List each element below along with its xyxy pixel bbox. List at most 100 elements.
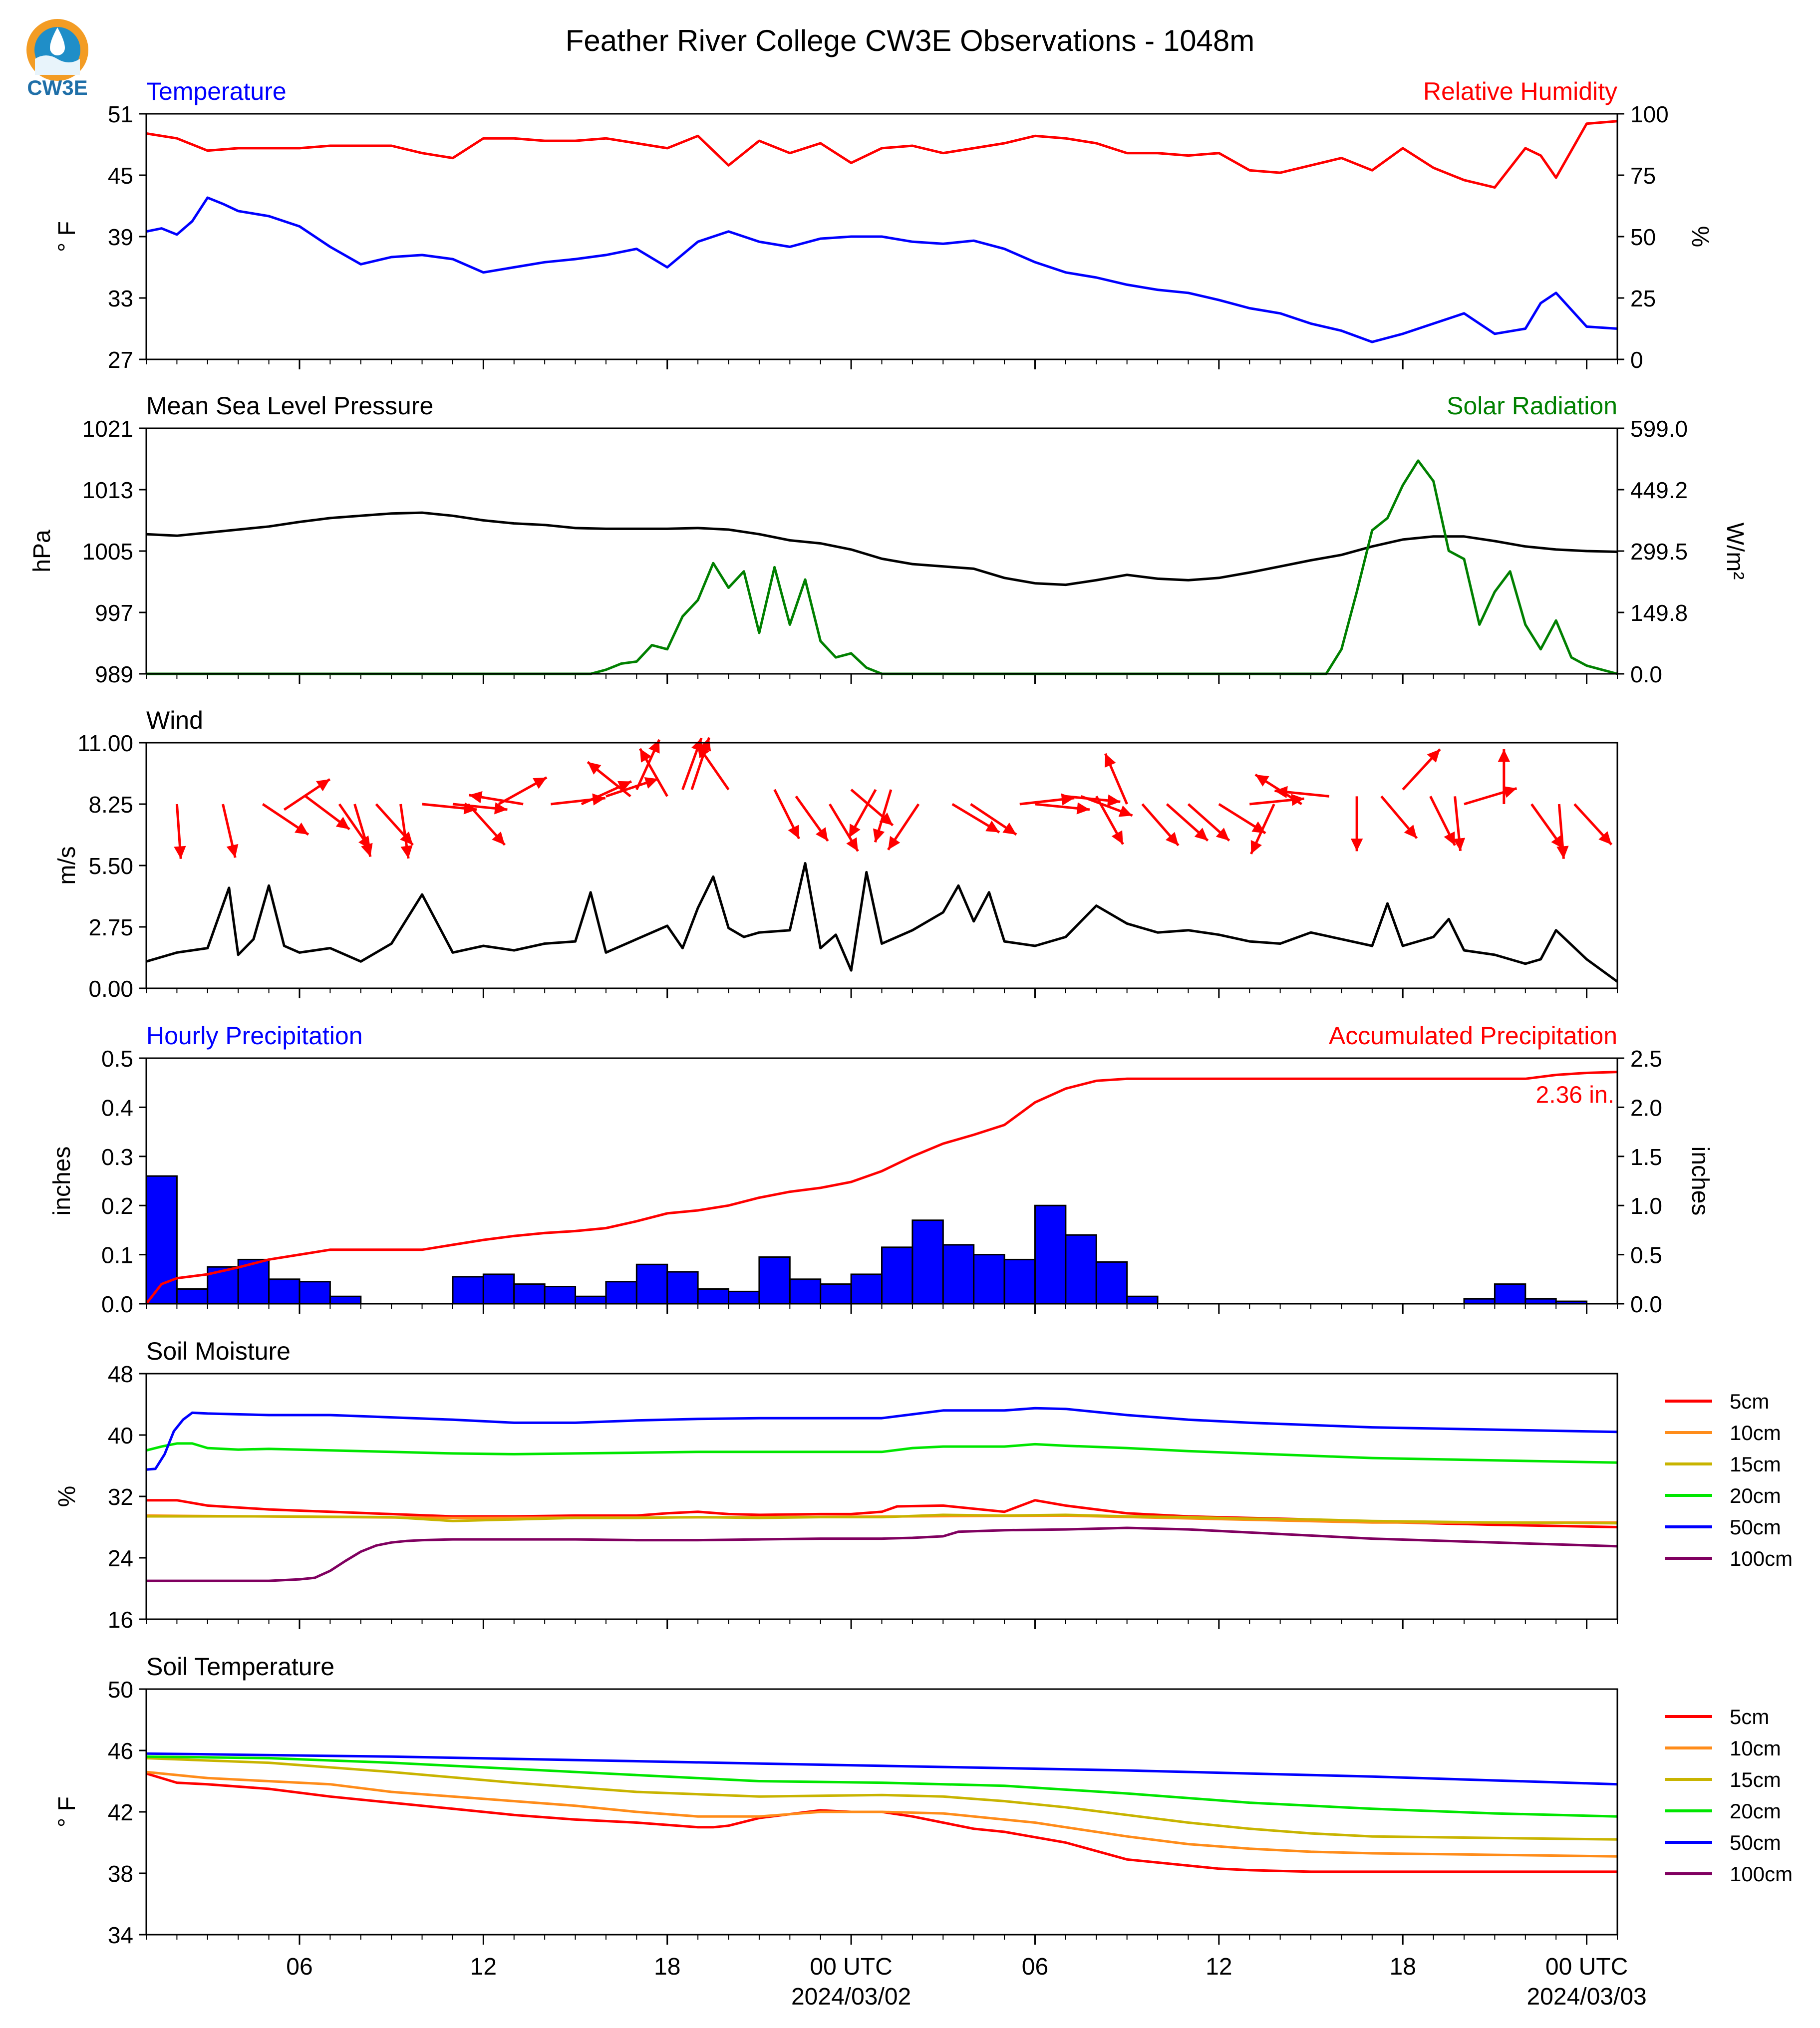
wind-arrow-head [1111, 830, 1123, 845]
legend-label: 50cm [1730, 1831, 1781, 1854]
legend-label: 15cm [1730, 1768, 1781, 1791]
wind-arrow-head [697, 744, 710, 759]
y-tick-label: 48 [108, 1361, 133, 1387]
wind-arrow-head [1076, 802, 1090, 815]
panel-pressure_solar: Mean Sea Level Pressure Solar Radiation 98… [29, 392, 1748, 687]
y-tick-label: 32 [108, 1484, 133, 1510]
y-tick-label: 1013 [82, 477, 133, 503]
wind-arrow-head [1255, 774, 1269, 787]
series-5cm [146, 1772, 1617, 1873]
wind-arrow-head [588, 762, 602, 775]
precip-bar [1095, 1261, 1128, 1305]
y2-tick-label: 0.5 [1630, 1242, 1662, 1268]
precip-bar [176, 1288, 209, 1305]
y2-tick-label: 75 [1630, 163, 1656, 189]
x-tick-label: 06 [1022, 1954, 1048, 1980]
wind-arrow-head [788, 825, 799, 839]
y-axis-label: m/s [54, 846, 80, 884]
wind-arrow-head [1598, 831, 1612, 845]
wind-arrow-head [1503, 786, 1517, 798]
y-tick-label: 0.5 [101, 1046, 133, 1072]
wind-arrow-head [1444, 831, 1455, 846]
y-tick-label: 16 [108, 1607, 133, 1633]
precip-bar [544, 1286, 577, 1305]
wind-arrow-head [1427, 749, 1440, 763]
series-100cm [146, 1526, 1618, 1582]
x-tick-label: 18 [1390, 1954, 1416, 1980]
precip-bar [1126, 1295, 1159, 1305]
wind-arrow-head [1498, 749, 1511, 762]
wind-arrow-head [1291, 794, 1304, 806]
y-tick-label: 50 [108, 1677, 133, 1703]
wind-arrow-head [400, 845, 413, 859]
wind-arrow-head [879, 812, 893, 826]
y2-tick-label: 0 [1630, 347, 1643, 373]
x-tick-label: 12 [470, 1954, 497, 1980]
panel-title-right: Accumulated Precipitation [1329, 1022, 1617, 1050]
series-wind-speed [146, 862, 1618, 983]
wind-arrow-head [1061, 793, 1075, 806]
plot-frame [145, 1373, 1618, 1620]
plot-frame [145, 1688, 1618, 1936]
legend-label: 100cm [1730, 1547, 1793, 1570]
panel-title-left: Soil Temperature [146, 1653, 334, 1681]
y-tick-label: 46 [108, 1738, 133, 1764]
panel-title-right: Relative Humidity [1423, 77, 1617, 105]
wind-arrows [174, 737, 1613, 859]
wind-arrow-head [174, 846, 186, 859]
panel-title-right: Solar Radiation [1447, 392, 1617, 420]
wind-arrow-head [533, 777, 547, 789]
y-tick-label: 39 [108, 224, 133, 250]
y-tick-label: 34 [108, 1922, 133, 1948]
y-axis-label: ° F [54, 221, 80, 252]
y-tick-label: 45 [108, 163, 133, 189]
precip-bar [728, 1290, 760, 1305]
legend-label: 20cm [1730, 1799, 1781, 1823]
wind-arrow-head [335, 817, 350, 830]
precip-bar [820, 1283, 852, 1305]
panel-title-left: Hourly Precipitation [146, 1022, 363, 1050]
plot-frame [145, 1057, 1618, 1305]
wind-arrow-head [888, 836, 901, 850]
x-tick-label: 06 [286, 1954, 312, 1980]
precip-bar [1494, 1283, 1526, 1305]
y-tick-label: 24 [108, 1545, 133, 1571]
y-tick-label: 33 [108, 286, 133, 311]
series-50cm [146, 1407, 1618, 1471]
precip-bar [482, 1273, 515, 1305]
precip-bar [789, 1278, 822, 1305]
precip-bar [942, 1244, 975, 1305]
x-tick-label: 12 [1206, 1954, 1232, 1980]
y-tick-label: 0.1 [101, 1242, 133, 1268]
legend-label: 20cm [1730, 1484, 1781, 1507]
wind-arrow-head [494, 802, 508, 815]
panel-title-left: Soil Moisture [146, 1337, 291, 1365]
precip-bar [329, 1295, 362, 1305]
y2-axis-label: W/m² [1722, 523, 1748, 580]
precip-bar [697, 1288, 730, 1305]
precip-bar [575, 1295, 607, 1305]
y2-tick-label: 25 [1630, 286, 1656, 311]
wind-arrow-head [1215, 828, 1229, 841]
legend-label: 5cm [1730, 1390, 1769, 1413]
y-tick-label: 989 [95, 661, 133, 687]
precip-bar [513, 1283, 546, 1305]
precip-bar [758, 1256, 791, 1305]
y-tick-label: 1005 [82, 539, 133, 565]
y2-tick-label: 449.2 [1630, 477, 1688, 503]
panel-title-left: Wind [146, 706, 203, 734]
panel-title-left: Mean Sea Level Pressure [146, 392, 433, 420]
series-20cm [146, 1755, 1618, 1818]
wind-arrow-head [1105, 753, 1116, 768]
precip-bar [605, 1281, 637, 1305]
wind-arrow-head [1404, 825, 1417, 839]
wind-arrow-head [815, 827, 828, 841]
cw3e-logo: CW3E [26, 19, 88, 99]
wind-arrow-head [1453, 838, 1466, 851]
y2-axis-label: % [1687, 226, 1713, 248]
wind-arrow-head [873, 828, 885, 843]
precip-bar [299, 1281, 331, 1305]
wind-arrow-head [1118, 805, 1133, 817]
y-tick-label: 0.0 [101, 1291, 133, 1317]
precip-bar [1034, 1204, 1067, 1305]
